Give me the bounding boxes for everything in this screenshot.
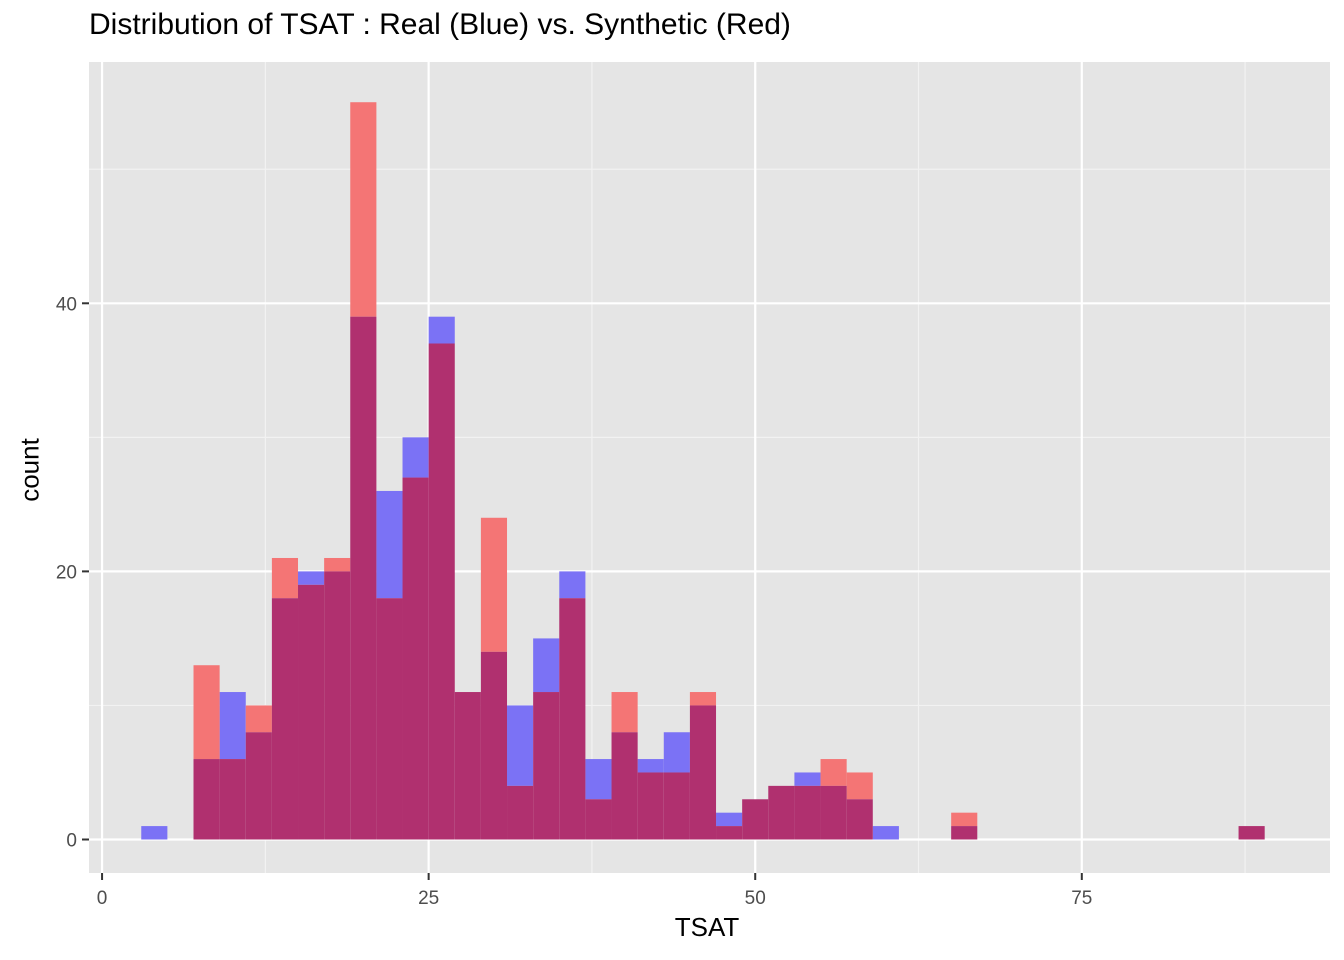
synthetic-bar [689, 692, 717, 706]
overlap-bar [1238, 826, 1265, 840]
y-axis: 0 20 40 [56, 294, 89, 851]
overlap-bar [716, 826, 743, 840]
overlap-bar [585, 799, 612, 840]
overlap-bar [350, 316, 377, 840]
overlap-bar [324, 571, 351, 840]
overlap-bar [298, 584, 325, 840]
real-bar [716, 812, 743, 827]
overlap-bar [742, 799, 769, 840]
overlap-bar [219, 759, 246, 840]
y-tick-label: 20 [56, 562, 77, 583]
real-bar [428, 316, 455, 344]
synthetic-bar [193, 665, 220, 760]
x-tick-label: 50 [745, 888, 766, 909]
synthetic-bar [245, 705, 272, 733]
real-bar [219, 692, 246, 760]
synthetic-bar [271, 557, 299, 599]
overlap-bar [820, 785, 847, 840]
overlap-bar [846, 799, 873, 840]
real-bar [298, 571, 325, 585]
overlap-bars [193, 316, 1265, 840]
y-tick-label: 40 [56, 294, 77, 315]
overlap-bar [271, 598, 299, 840]
real-bar [794, 772, 821, 786]
real-bar [585, 759, 612, 800]
series-synthetic-bars [193, 102, 978, 827]
overlap-bar [245, 732, 272, 840]
real-bar [141, 826, 168, 840]
x-tick-label: 0 [97, 888, 108, 909]
synthetic-bar [820, 759, 847, 786]
real-bar [559, 571, 586, 599]
real-bar [533, 638, 560, 693]
real-bar [663, 732, 690, 773]
synthetic-bar [324, 557, 351, 572]
real-bar [637, 759, 664, 773]
overlap-bar [663, 772, 690, 840]
x-axis: 0 25 50 75 [97, 873, 1092, 909]
real-bar [376, 490, 403, 599]
series-real-bars [141, 316, 899, 840]
overlap-bar [611, 732, 638, 840]
overlap-bar [428, 343, 455, 840]
overlap-bar [768, 785, 795, 840]
overlap-bar [559, 598, 586, 840]
overlap-bar [533, 692, 560, 840]
overlap-bar [193, 759, 220, 840]
overlap-bar [507, 785, 534, 840]
synthetic-bar [350, 102, 377, 317]
x-tick-label: 25 [418, 888, 439, 909]
synthetic-bar [480, 517, 508, 652]
y-axis-label: count [14, 438, 45, 502]
overlap-bar [376, 598, 403, 840]
chart-title: Distribution of TSAT : Real (Blue) vs. S… [89, 8, 791, 41]
synthetic-bar [846, 772, 873, 800]
overlap-bar [689, 705, 717, 840]
overlap-bar [794, 785, 821, 840]
synthetic-bar [951, 812, 978, 827]
overlap-bar [402, 477, 429, 840]
overlap-bar [454, 692, 481, 840]
y-tick-label: 0 [66, 830, 77, 851]
real-bar [507, 705, 534, 786]
x-tick-label: 75 [1071, 888, 1092, 909]
overlap-bar [480, 651, 508, 840]
overlap-bar [951, 826, 978, 840]
synthetic-bar [611, 692, 638, 733]
real-bar [872, 826, 899, 840]
x-axis-label: TSAT [674, 912, 740, 942]
real-bar [402, 437, 429, 478]
overlap-bar [637, 772, 664, 840]
